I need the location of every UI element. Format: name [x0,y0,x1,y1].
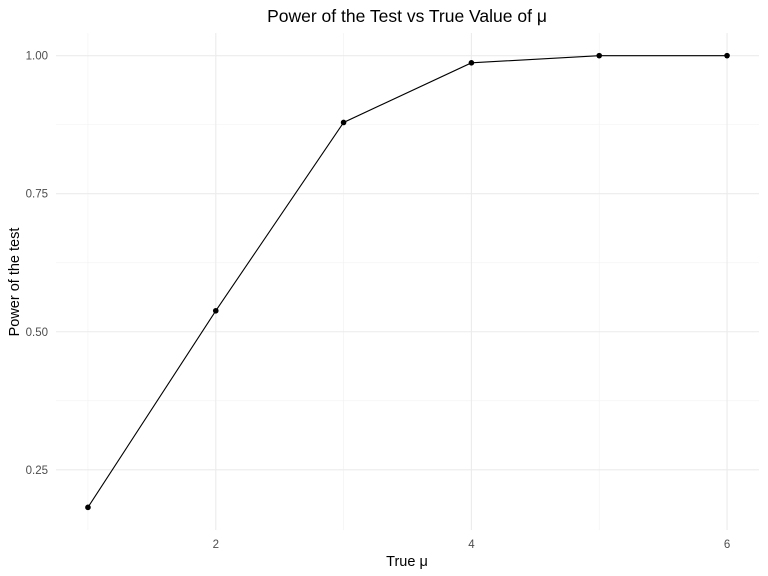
major-gridlines [56,33,759,530]
data-point [212,307,219,314]
data-point [85,504,91,511]
y-tick-label: 0.25 [26,465,48,477]
chart-title: Power of the Test vs True Value of μ [267,6,547,26]
y-tick-label: 0.50 [26,327,48,339]
data-point [724,52,730,59]
y-tick-label: 1.00 [26,51,48,63]
minor-gridlines [56,33,759,530]
y-axis-title: Power of the test [7,228,23,337]
data-point [468,60,475,66]
series-layer [85,52,730,511]
series-line [87,55,728,508]
x-tick-label: 4 [468,539,475,551]
x-axis-title: True μ [386,554,428,570]
tick-labels: 2 4 6 0.25 0.50 0.75 1.00 [26,51,731,551]
x-tick-label: 2 [213,539,219,551]
y-tick-label: 0.75 [26,189,48,201]
data-point [340,119,347,126]
data-point [596,52,603,59]
x-tick-label: 6 [724,539,730,551]
